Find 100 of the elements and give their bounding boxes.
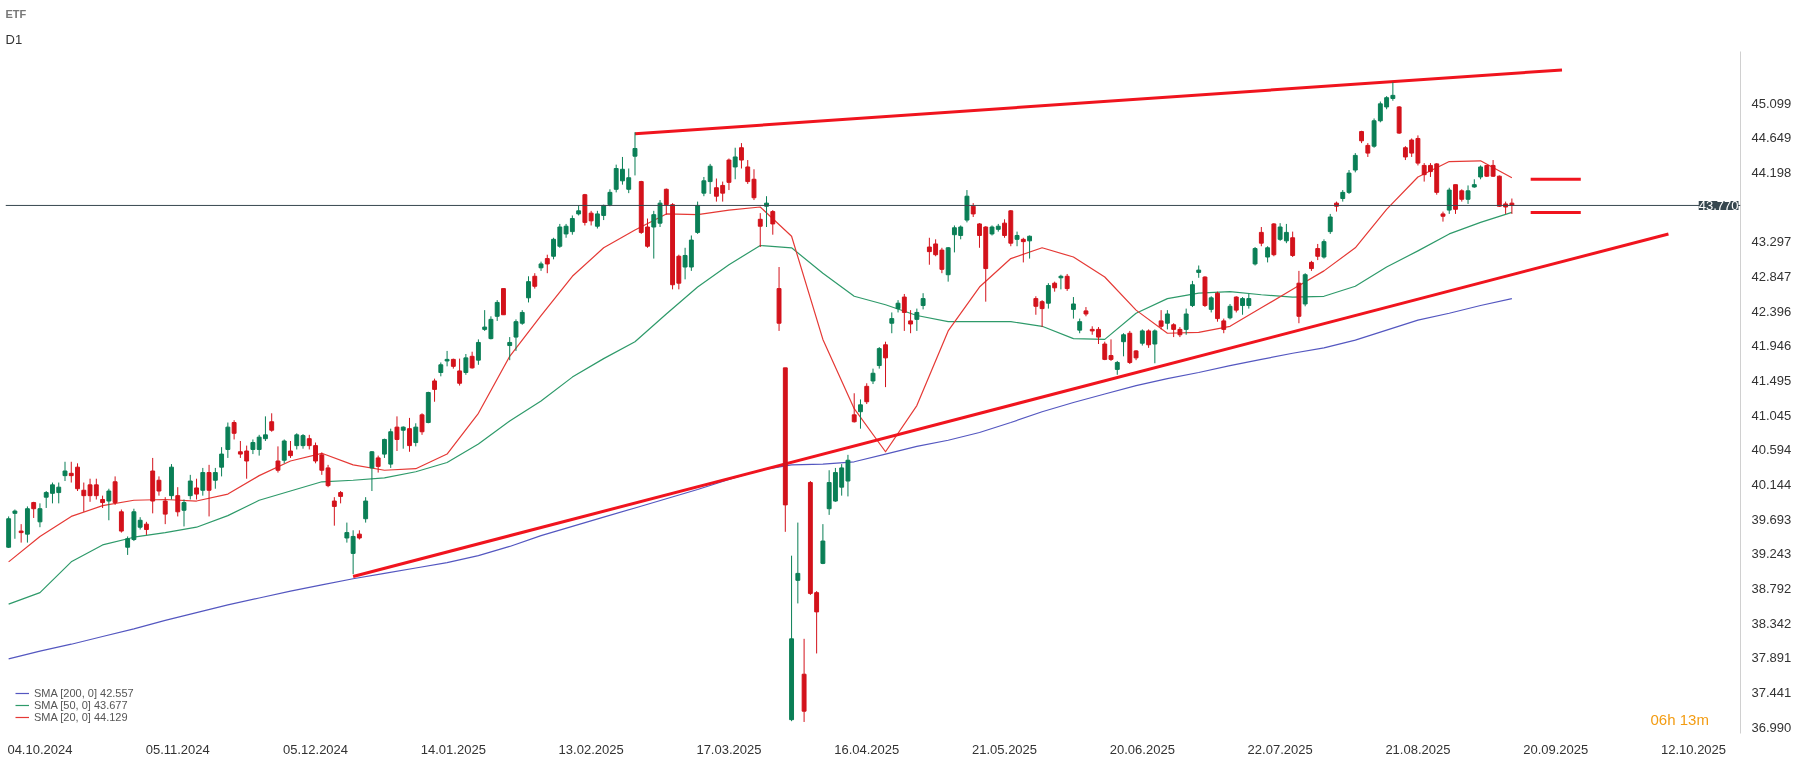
candlestick xyxy=(544,254,550,274)
candlestick xyxy=(726,158,732,191)
y-tick-label: 44.198 xyxy=(1751,165,1792,180)
x-tick-label: 20.09.2025 xyxy=(1523,741,1589,757)
candlestick xyxy=(400,425,406,450)
candlestick xyxy=(1327,213,1333,235)
legend-label: SMA [50, 0] 43.677 xyxy=(34,699,128,711)
candlestick xyxy=(757,212,763,248)
candlestick xyxy=(1146,328,1152,349)
candlestick xyxy=(901,293,907,332)
candlestick xyxy=(407,417,412,453)
candlestick xyxy=(350,529,356,575)
candlestick xyxy=(112,475,118,506)
candlestick xyxy=(770,209,776,236)
candlestick xyxy=(194,478,199,500)
candlestick xyxy=(475,338,481,366)
candlestick xyxy=(732,147,738,180)
x-tick-label: 05.12.2024 xyxy=(283,741,349,757)
candlestick xyxy=(1058,274,1064,290)
candlestick xyxy=(206,464,212,517)
candlestick xyxy=(1321,238,1327,260)
candlestick xyxy=(707,163,713,195)
candlestick xyxy=(175,486,181,517)
line-series xyxy=(8,297,1513,660)
candlestick xyxy=(820,523,826,565)
x-tick-label: 13.02.2025 xyxy=(558,741,624,757)
line-series xyxy=(8,211,1513,605)
y-tick-label: 37.891 xyxy=(1751,650,1792,666)
chart-subtitle: D1 xyxy=(5,31,23,47)
y-tick-label: 38.792 xyxy=(1751,581,1792,597)
ref-line-label: 43.770 xyxy=(1698,197,1739,213)
candlestick xyxy=(964,189,970,223)
x-tick-label: 20.06.2025 xyxy=(1109,741,1175,757)
x-tick-label: 16.04.2025 xyxy=(834,741,900,757)
candlestick xyxy=(1014,231,1020,247)
candlestick xyxy=(231,419,237,440)
candlestick xyxy=(876,346,882,370)
candlestick xyxy=(37,502,43,528)
annotation: 06h 13m xyxy=(1650,710,1709,728)
y-tick-label: 41.495 xyxy=(1751,373,1792,389)
candlestick xyxy=(369,450,375,492)
candlestick xyxy=(463,353,469,376)
legend-label: SMA [20, 0] 44.129 xyxy=(34,711,128,723)
candlestick xyxy=(883,341,888,388)
candlestick xyxy=(419,412,425,436)
candlestick xyxy=(795,522,801,604)
candlestick xyxy=(507,336,513,361)
y-tick-label: 44.649 xyxy=(1751,130,1792,146)
candlestick xyxy=(494,299,500,322)
x-tick-label: 17.03.2025 xyxy=(696,741,762,757)
candlestick xyxy=(225,422,231,459)
candlestick xyxy=(344,522,350,544)
candlestick xyxy=(1121,332,1126,357)
chart-title: ETF xyxy=(5,7,27,20)
candlestick xyxy=(858,398,863,430)
candlestick xyxy=(1446,187,1452,215)
candlestick xyxy=(908,309,914,334)
candlestick xyxy=(1290,231,1296,258)
candlestick xyxy=(864,382,870,405)
candlestick xyxy=(1070,296,1076,320)
candlestick xyxy=(432,378,437,403)
x-tick-label: 12.10.2025 xyxy=(1660,741,1727,757)
candlestick xyxy=(62,461,68,482)
candlestick xyxy=(1027,234,1033,260)
y-tick-label: 42.847 xyxy=(1751,269,1792,284)
y-tick-label: 37.441 xyxy=(1751,685,1792,701)
candlestick xyxy=(1352,152,1358,173)
candlestick xyxy=(632,131,638,176)
y-tick-label: 40.144 xyxy=(1751,477,1792,493)
candlestick xyxy=(1158,309,1164,330)
y-tick-label: 43.297 xyxy=(1751,234,1792,250)
candlestick xyxy=(889,311,895,334)
x-tick-label: 04.10.2024 xyxy=(7,741,73,757)
line-series xyxy=(8,160,1513,563)
candlestick xyxy=(275,445,281,474)
y-tick-label: 36.990 xyxy=(1751,719,1792,735)
candlestick xyxy=(281,438,287,464)
candlestick xyxy=(1346,169,1352,195)
candlestick xyxy=(1152,328,1158,364)
x-tick-label: 14.01.2025 xyxy=(420,741,486,757)
candlestick xyxy=(212,467,218,490)
candlestick xyxy=(914,308,920,332)
x-tick-label: 22.07.2025 xyxy=(1247,741,1313,757)
candlestick xyxy=(1045,282,1051,310)
candlestick xyxy=(1039,299,1045,328)
candlestick xyxy=(18,523,24,544)
candlestick xyxy=(181,499,187,527)
y-tick-label: 40.594 xyxy=(1751,442,1792,458)
candlestick xyxy=(920,292,926,310)
candlestick xyxy=(1440,211,1446,223)
candlestick xyxy=(12,509,18,540)
candlestick xyxy=(1183,308,1189,336)
x-tick-label: 05.11.2024 xyxy=(145,741,210,757)
candlestick xyxy=(895,299,901,313)
candlestick xyxy=(269,412,275,433)
y-tick-label: 45.099 xyxy=(1751,95,1792,111)
candlestick xyxy=(1020,237,1026,263)
candlestick xyxy=(1033,295,1039,316)
candlestick xyxy=(200,467,206,497)
candlestick xyxy=(851,392,857,424)
